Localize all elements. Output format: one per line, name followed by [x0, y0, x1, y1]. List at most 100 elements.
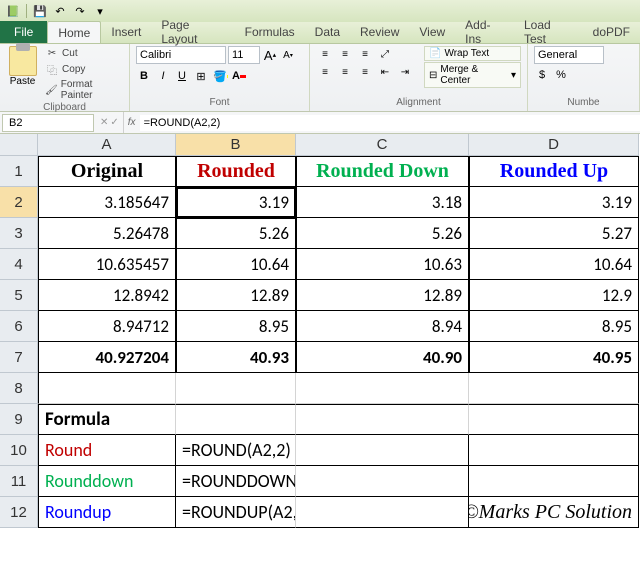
merge-center-button[interactable]: ⊟Merge & Center▾: [424, 62, 521, 88]
cell-b8[interactable]: [176, 373, 296, 404]
align-middle-icon[interactable]: ≡: [336, 46, 354, 62]
cell-c5[interactable]: 12.89: [296, 280, 469, 311]
tab-review[interactable]: Review: [350, 21, 409, 43]
format-painter-button[interactable]: 🖌Format Painter: [43, 78, 123, 102]
cell-a10[interactable]: Round: [38, 435, 176, 466]
font-color-button[interactable]: A: [231, 68, 247, 84]
cell-a6[interactable]: 8.94712: [38, 311, 176, 342]
cell-b6[interactable]: 8.95: [176, 311, 296, 342]
copy-button[interactable]: ⿻Copy: [43, 62, 123, 76]
row-header-3[interactable]: 3: [0, 218, 38, 249]
cell-c3[interactable]: 5.26: [296, 218, 469, 249]
percent-icon[interactable]: %: [553, 67, 569, 83]
font-name-select[interactable]: [136, 46, 226, 64]
orientation-icon[interactable]: ⤢: [376, 46, 394, 62]
cell-d7[interactable]: 40.95: [469, 342, 639, 373]
cell-d9[interactable]: [469, 404, 639, 435]
row-header-10[interactable]: 10: [0, 435, 38, 466]
row-header-9[interactable]: 9: [0, 404, 38, 435]
align-center-icon[interactable]: ≡: [336, 64, 354, 80]
tab-page-layout[interactable]: Page Layout: [151, 21, 234, 43]
indent-increase-icon[interactable]: ⇥: [396, 64, 414, 80]
cell-c8[interactable]: [296, 373, 469, 404]
save-icon[interactable]: 💾: [31, 2, 49, 20]
cell-d1[interactable]: Rounded Up: [469, 156, 639, 187]
currency-icon[interactable]: $: [534, 67, 550, 83]
tab-home[interactable]: Home: [47, 21, 101, 43]
paste-button[interactable]: Paste: [6, 46, 39, 87]
cell-d2[interactable]: 3.19: [469, 187, 639, 218]
col-header-c[interactable]: C: [296, 134, 469, 156]
cell-d8[interactable]: [469, 373, 639, 404]
tab-view[interactable]: View: [409, 21, 455, 43]
cell-b11[interactable]: =ROUNDDOWN(A2,2): [176, 466, 296, 497]
cell-b3[interactable]: 5.26: [176, 218, 296, 249]
cell-a9[interactable]: Formula: [38, 404, 176, 435]
fx-icon[interactable]: fx: [124, 117, 140, 128]
tab-formulas[interactable]: Formulas: [235, 21, 305, 43]
number-format-select[interactable]: [534, 46, 604, 64]
row-header-6[interactable]: 6: [0, 311, 38, 342]
row-header-11[interactable]: 11: [0, 466, 38, 497]
cell-d3[interactable]: 5.27: [469, 218, 639, 249]
align-left-icon[interactable]: ≡: [316, 64, 334, 80]
cell-d11[interactable]: [469, 466, 639, 497]
select-all-corner[interactable]: [0, 134, 38, 156]
align-bottom-icon[interactable]: ≡: [356, 46, 374, 62]
cell-a4[interactable]: 10.635457: [38, 249, 176, 280]
row-header-8[interactable]: 8: [0, 373, 38, 404]
grow-font-icon[interactable]: A▴: [262, 47, 278, 63]
col-header-a[interactable]: A: [38, 134, 176, 156]
cell-c2[interactable]: 3.18: [296, 187, 469, 218]
align-top-icon[interactable]: ≡: [316, 46, 334, 62]
cancel-icon[interactable]: ✕: [100, 117, 108, 128]
wrap-text-button[interactable]: 📄Wrap Text: [424, 46, 521, 61]
indent-decrease-icon[interactable]: ⇤: [376, 64, 394, 80]
cell-d6[interactable]: 8.95: [469, 311, 639, 342]
fill-color-button[interactable]: 🪣: [212, 68, 228, 84]
cell-b10[interactable]: =ROUND(A2,2): [176, 435, 296, 466]
cell-d4[interactable]: 10.64: [469, 249, 639, 280]
cell-c7[interactable]: 40.90: [296, 342, 469, 373]
cell-c4[interactable]: 10.63: [296, 249, 469, 280]
tab-insert[interactable]: Insert: [101, 21, 151, 43]
cell-b4[interactable]: 10.64: [176, 249, 296, 280]
tab-file[interactable]: File: [0, 21, 47, 43]
cut-button[interactable]: ✂Cut: [43, 46, 123, 60]
name-box[interactable]: [2, 114, 94, 132]
cell-d10[interactable]: [469, 435, 639, 466]
cell-a5[interactable]: 12.8942: [38, 280, 176, 311]
col-header-b[interactable]: B: [176, 134, 296, 156]
bold-button[interactable]: B: [136, 68, 152, 84]
row-header-12[interactable]: 12: [0, 497, 38, 528]
cell-d12[interactable]: ©Marks PC Solution: [469, 497, 639, 528]
cell-a12[interactable]: Roundup: [38, 497, 176, 528]
cell-b1[interactable]: Rounded: [176, 156, 296, 187]
cell-a2[interactable]: 3.185647: [38, 187, 176, 218]
align-right-icon[interactable]: ≡: [356, 64, 374, 80]
formula-input[interactable]: =ROUND(A2,2): [140, 115, 640, 131]
enter-icon[interactable]: ✓: [110, 117, 118, 128]
underline-button[interactable]: U: [174, 68, 190, 84]
tab-addins[interactable]: Add-Ins: [455, 21, 514, 43]
cell-c11[interactable]: [296, 466, 469, 497]
cell-d5[interactable]: 12.9: [469, 280, 639, 311]
cell-b9[interactable]: [176, 404, 296, 435]
cell-c10[interactable]: [296, 435, 469, 466]
row-header-7[interactable]: 7: [0, 342, 38, 373]
qat-dropdown-icon[interactable]: ▾: [91, 2, 109, 20]
redo-icon[interactable]: ↷: [71, 2, 89, 20]
cell-a3[interactable]: 5.26478: [38, 218, 176, 249]
tab-dopdf[interactable]: doPDF: [583, 21, 640, 43]
tab-data[interactable]: Data: [305, 21, 350, 43]
row-header-1[interactable]: 1: [0, 156, 38, 187]
cell-b2[interactable]: 3.19: [176, 187, 296, 218]
cell-b5[interactable]: 12.89: [176, 280, 296, 311]
cell-a7[interactable]: 40.927204: [38, 342, 176, 373]
cell-a8[interactable]: [38, 373, 176, 404]
cell-b12[interactable]: =ROUNDUP(A2,2): [176, 497, 296, 528]
cell-a11[interactable]: Rounddown: [38, 466, 176, 497]
shrink-font-icon[interactable]: A▾: [280, 47, 296, 63]
row-header-5[interactable]: 5: [0, 280, 38, 311]
cell-c9[interactable]: [296, 404, 469, 435]
